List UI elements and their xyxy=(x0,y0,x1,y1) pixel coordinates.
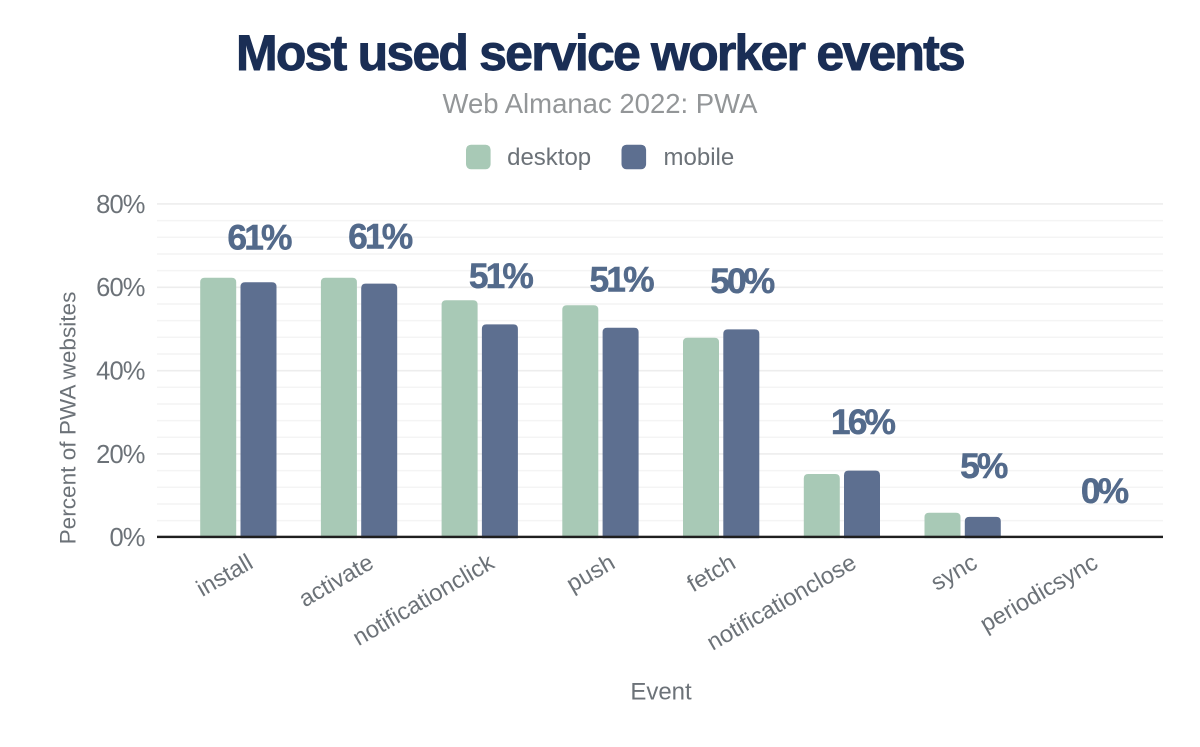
svg-text:61%: 61% xyxy=(348,217,413,257)
svg-text:20%: 20% xyxy=(96,441,145,469)
svg-text:Web Almanac 2022: PWA: Web Almanac 2022: PWA xyxy=(443,88,759,119)
svg-text:51%: 51% xyxy=(469,256,534,296)
svg-text:50%: 50% xyxy=(710,261,775,301)
svg-text:0%: 0% xyxy=(109,524,144,552)
svg-text:mobile: mobile xyxy=(664,144,735,171)
svg-text:61%: 61% xyxy=(227,218,292,258)
svg-text:Most used service worker event: Most used service worker events xyxy=(236,25,964,81)
svg-text:60%: 60% xyxy=(96,274,145,302)
svg-text:Event: Event xyxy=(630,678,692,705)
svg-text:40%: 40% xyxy=(96,357,145,385)
svg-text:desktop: desktop xyxy=(507,144,591,171)
svg-text:80%: 80% xyxy=(96,191,145,219)
svg-text:16%: 16% xyxy=(831,402,896,442)
svg-text:5%: 5% xyxy=(960,446,1008,486)
svg-text:Percent of PWA websites: Percent of PWA websites xyxy=(56,292,81,545)
svg-text:51%: 51% xyxy=(590,259,655,299)
svg-text:0%: 0% xyxy=(1081,471,1129,511)
